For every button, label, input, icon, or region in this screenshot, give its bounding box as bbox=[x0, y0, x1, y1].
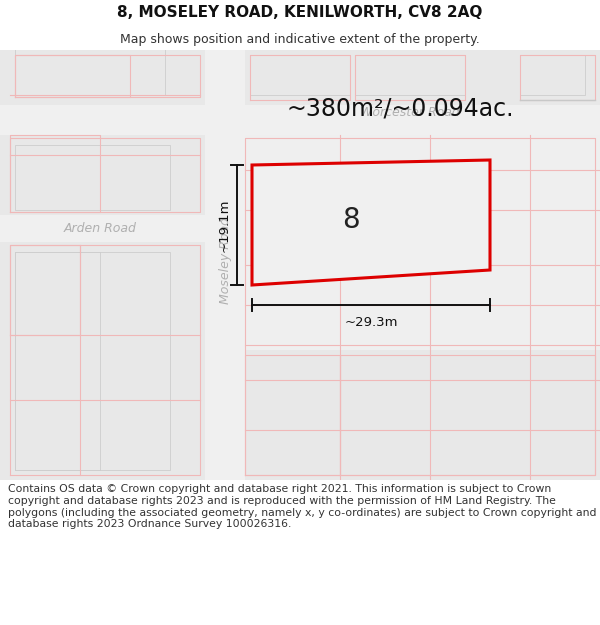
Bar bbox=[205, 50, 245, 480]
Bar bbox=[245, 135, 600, 350]
Bar bbox=[355, 55, 465, 95]
Text: Arden Road: Arden Road bbox=[64, 222, 136, 235]
Text: Map shows position and indicative extent of the property.: Map shows position and indicative extent… bbox=[120, 32, 480, 46]
Text: ~29.3m: ~29.3m bbox=[344, 316, 398, 329]
Text: 8, MOSELEY ROAD, KENILWORTH, CV8 2AQ: 8, MOSELEY ROAD, KENILWORTH, CV8 2AQ bbox=[118, 5, 482, 20]
Bar bbox=[15, 35, 165, 95]
Bar bbox=[245, 50, 600, 105]
Bar bbox=[15, 252, 170, 470]
Text: Moseley Road: Moseley Road bbox=[218, 216, 232, 304]
Text: 8: 8 bbox=[342, 206, 360, 234]
Bar bbox=[15, 252, 100, 470]
Bar bbox=[250, 55, 350, 95]
Text: Worcester Road: Worcester Road bbox=[360, 106, 460, 119]
Bar bbox=[245, 135, 600, 480]
Text: Contains OS data © Crown copyright and database right 2021. This information is : Contains OS data © Crown copyright and d… bbox=[8, 484, 596, 529]
Text: ~380m²/~0.094ac.: ~380m²/~0.094ac. bbox=[286, 96, 514, 120]
Polygon shape bbox=[252, 160, 490, 285]
Bar bbox=[0, 242, 205, 480]
Bar bbox=[0, 50, 205, 105]
Bar bbox=[0, 215, 245, 242]
Bar bbox=[15, 145, 170, 210]
Text: ~19.1m: ~19.1m bbox=[218, 198, 230, 252]
Bar bbox=[520, 55, 585, 95]
Bar bbox=[0, 135, 205, 215]
Bar bbox=[0, 105, 600, 135]
